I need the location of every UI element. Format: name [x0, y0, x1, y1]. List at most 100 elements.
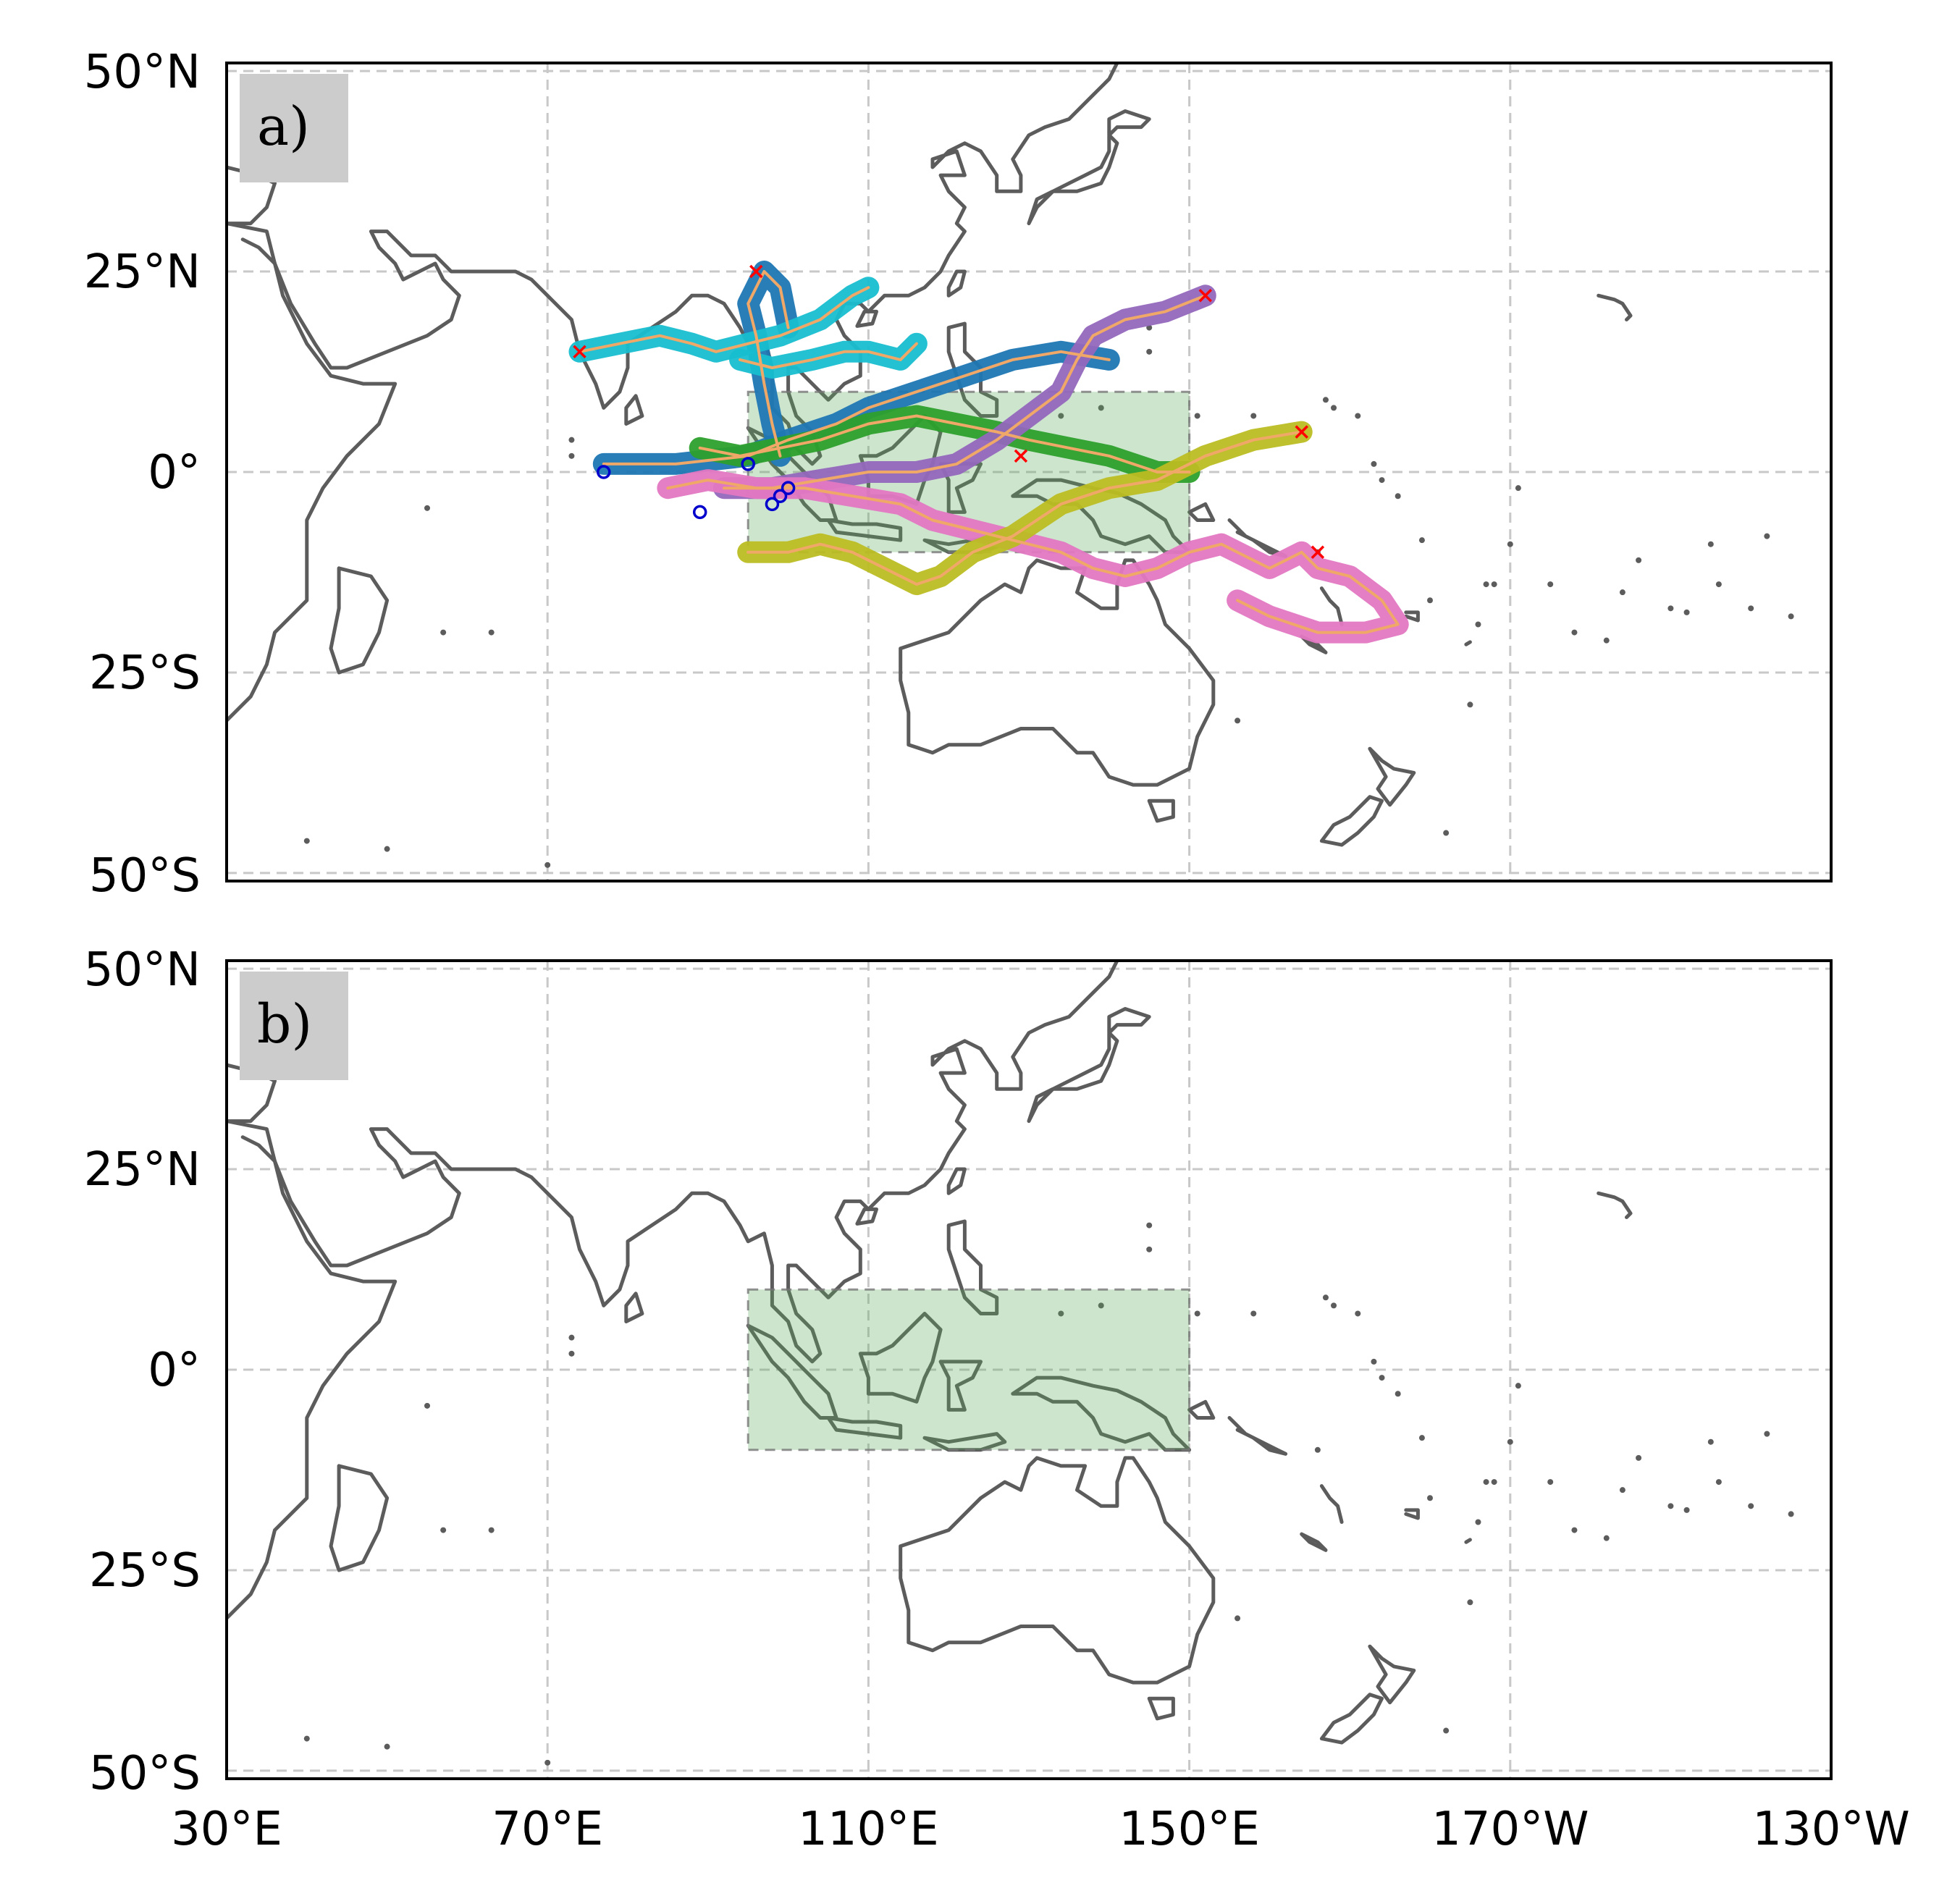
- island-dot: [1355, 1310, 1361, 1317]
- island-dot: [1098, 405, 1104, 411]
- island-dot: [1146, 348, 1153, 355]
- island-dot: [1418, 1435, 1425, 1441]
- island-dot: [1395, 1391, 1401, 1397]
- island-dot: [1788, 1511, 1794, 1517]
- island-dot: [568, 1334, 575, 1341]
- coastline-segment: [858, 1312, 943, 1404]
- y-tick-label: 50°S: [89, 849, 201, 903]
- end-marker: [1198, 289, 1212, 303]
- island-dot: [1379, 1375, 1385, 1381]
- x-tick-label: 30°E: [171, 1803, 282, 1856]
- coastline-segment: [1319, 586, 1344, 626]
- coastline-segment: [1027, 109, 1151, 226]
- y-tick-label: 0°: [148, 1344, 201, 1397]
- track-line: [739, 342, 918, 369]
- island-dot: [1764, 1431, 1770, 1437]
- island-dot: [1395, 493, 1401, 500]
- island-dot: [1322, 397, 1329, 403]
- coastline-segment: [1187, 1399, 1216, 1420]
- island-dot: [1636, 557, 1642, 563]
- island-dot: [1547, 1479, 1554, 1486]
- island-dot: [1371, 460, 1377, 467]
- island-dot: [1603, 637, 1610, 644]
- start-marker: [765, 497, 780, 512]
- island-dot: [1619, 589, 1625, 596]
- island-dot: [1515, 1383, 1521, 1389]
- island-dot: [303, 1735, 310, 1742]
- end-marker: [573, 345, 586, 359]
- island-dot: [1058, 1310, 1064, 1317]
- panel-label-box: [240, 74, 348, 182]
- coastline-segment: [946, 269, 967, 298]
- coastline-segment: [329, 1464, 390, 1572]
- island-dot: [544, 1759, 551, 1766]
- island-dot: [1146, 1246, 1153, 1252]
- island-dot: [1467, 701, 1473, 708]
- y-tick-label: 0°: [148, 446, 201, 500]
- y-tick-label: 50°S: [89, 1747, 201, 1800]
- coastline-segment: [826, 1416, 903, 1440]
- island-dot: [1331, 405, 1337, 411]
- coastline-segment: [329, 566, 390, 675]
- island-dot: [1619, 1487, 1625, 1493]
- coastline-segment: [1187, 502, 1216, 522]
- coastline-segment: [1368, 1644, 1416, 1705]
- coastline-segment: [946, 1219, 999, 1315]
- island-dot: [488, 629, 495, 636]
- x-tick-label: 170°W: [1431, 1803, 1589, 1856]
- island-dot: [568, 437, 575, 443]
- island-dot: [1483, 1479, 1489, 1486]
- island-dot: [1715, 581, 1722, 588]
- start-marker: [741, 457, 755, 471]
- end-marker: [1014, 449, 1028, 463]
- island-dot: [1715, 1479, 1722, 1486]
- island-dot: [1491, 1479, 1497, 1486]
- track-line: [746, 430, 1303, 586]
- track-line: [698, 414, 1191, 473]
- island-dot: [1371, 1358, 1377, 1365]
- panel-label-text: b): [257, 993, 312, 1056]
- coastline-segment: [227, 222, 398, 722]
- coastline-segment: [1147, 1696, 1175, 1721]
- y-tick-label: 50°N: [84, 46, 201, 99]
- island-dot: [1707, 1438, 1714, 1445]
- gridlines: [227, 63, 1831, 881]
- end-marker: [1295, 425, 1308, 439]
- coastline-segment: [1227, 1416, 1288, 1456]
- panel-label-text: a): [257, 96, 310, 158]
- island-dot: [1507, 541, 1513, 547]
- axes-frame: [225, 62, 1833, 882]
- island-dot: [568, 452, 575, 459]
- coastline-segment: [1319, 1484, 1344, 1524]
- island-dot: [1443, 830, 1450, 836]
- coastline-segment: [946, 1167, 967, 1195]
- island-dot: [1250, 413, 1257, 419]
- coastline-segment: [938, 1360, 983, 1412]
- island-dot: [1667, 605, 1674, 612]
- island-dot: [1603, 1535, 1610, 1541]
- panel-label-box: [240, 972, 348, 1080]
- island-dot: [1571, 1527, 1578, 1533]
- island-dot: [1683, 1507, 1690, 1513]
- track-line: [578, 286, 870, 353]
- island-dot: [1058, 413, 1064, 419]
- island-dot: [303, 838, 310, 844]
- coastline-segment: [1597, 1191, 1633, 1219]
- x-tick-label: 130°W: [1752, 1803, 1909, 1856]
- island-dot: [1475, 621, 1481, 628]
- coastline-segment: [855, 1207, 878, 1226]
- island-dot: [440, 629, 447, 636]
- island-dot: [1667, 1503, 1674, 1509]
- track-line: [602, 350, 1111, 465]
- island-dot: [1355, 413, 1361, 419]
- island-dot: [1250, 1310, 1257, 1317]
- island-dot: [1491, 581, 1497, 588]
- x-tick-label: 70°E: [492, 1803, 603, 1856]
- island-dot: [424, 1402, 430, 1409]
- island-dot: [1475, 1519, 1481, 1525]
- end-marker: [1311, 545, 1325, 560]
- start-marker: [692, 505, 707, 520]
- coastline-segment: [227, 1119, 398, 1620]
- island-dot: [1314, 1446, 1321, 1453]
- axes-frame: [225, 959, 1833, 1780]
